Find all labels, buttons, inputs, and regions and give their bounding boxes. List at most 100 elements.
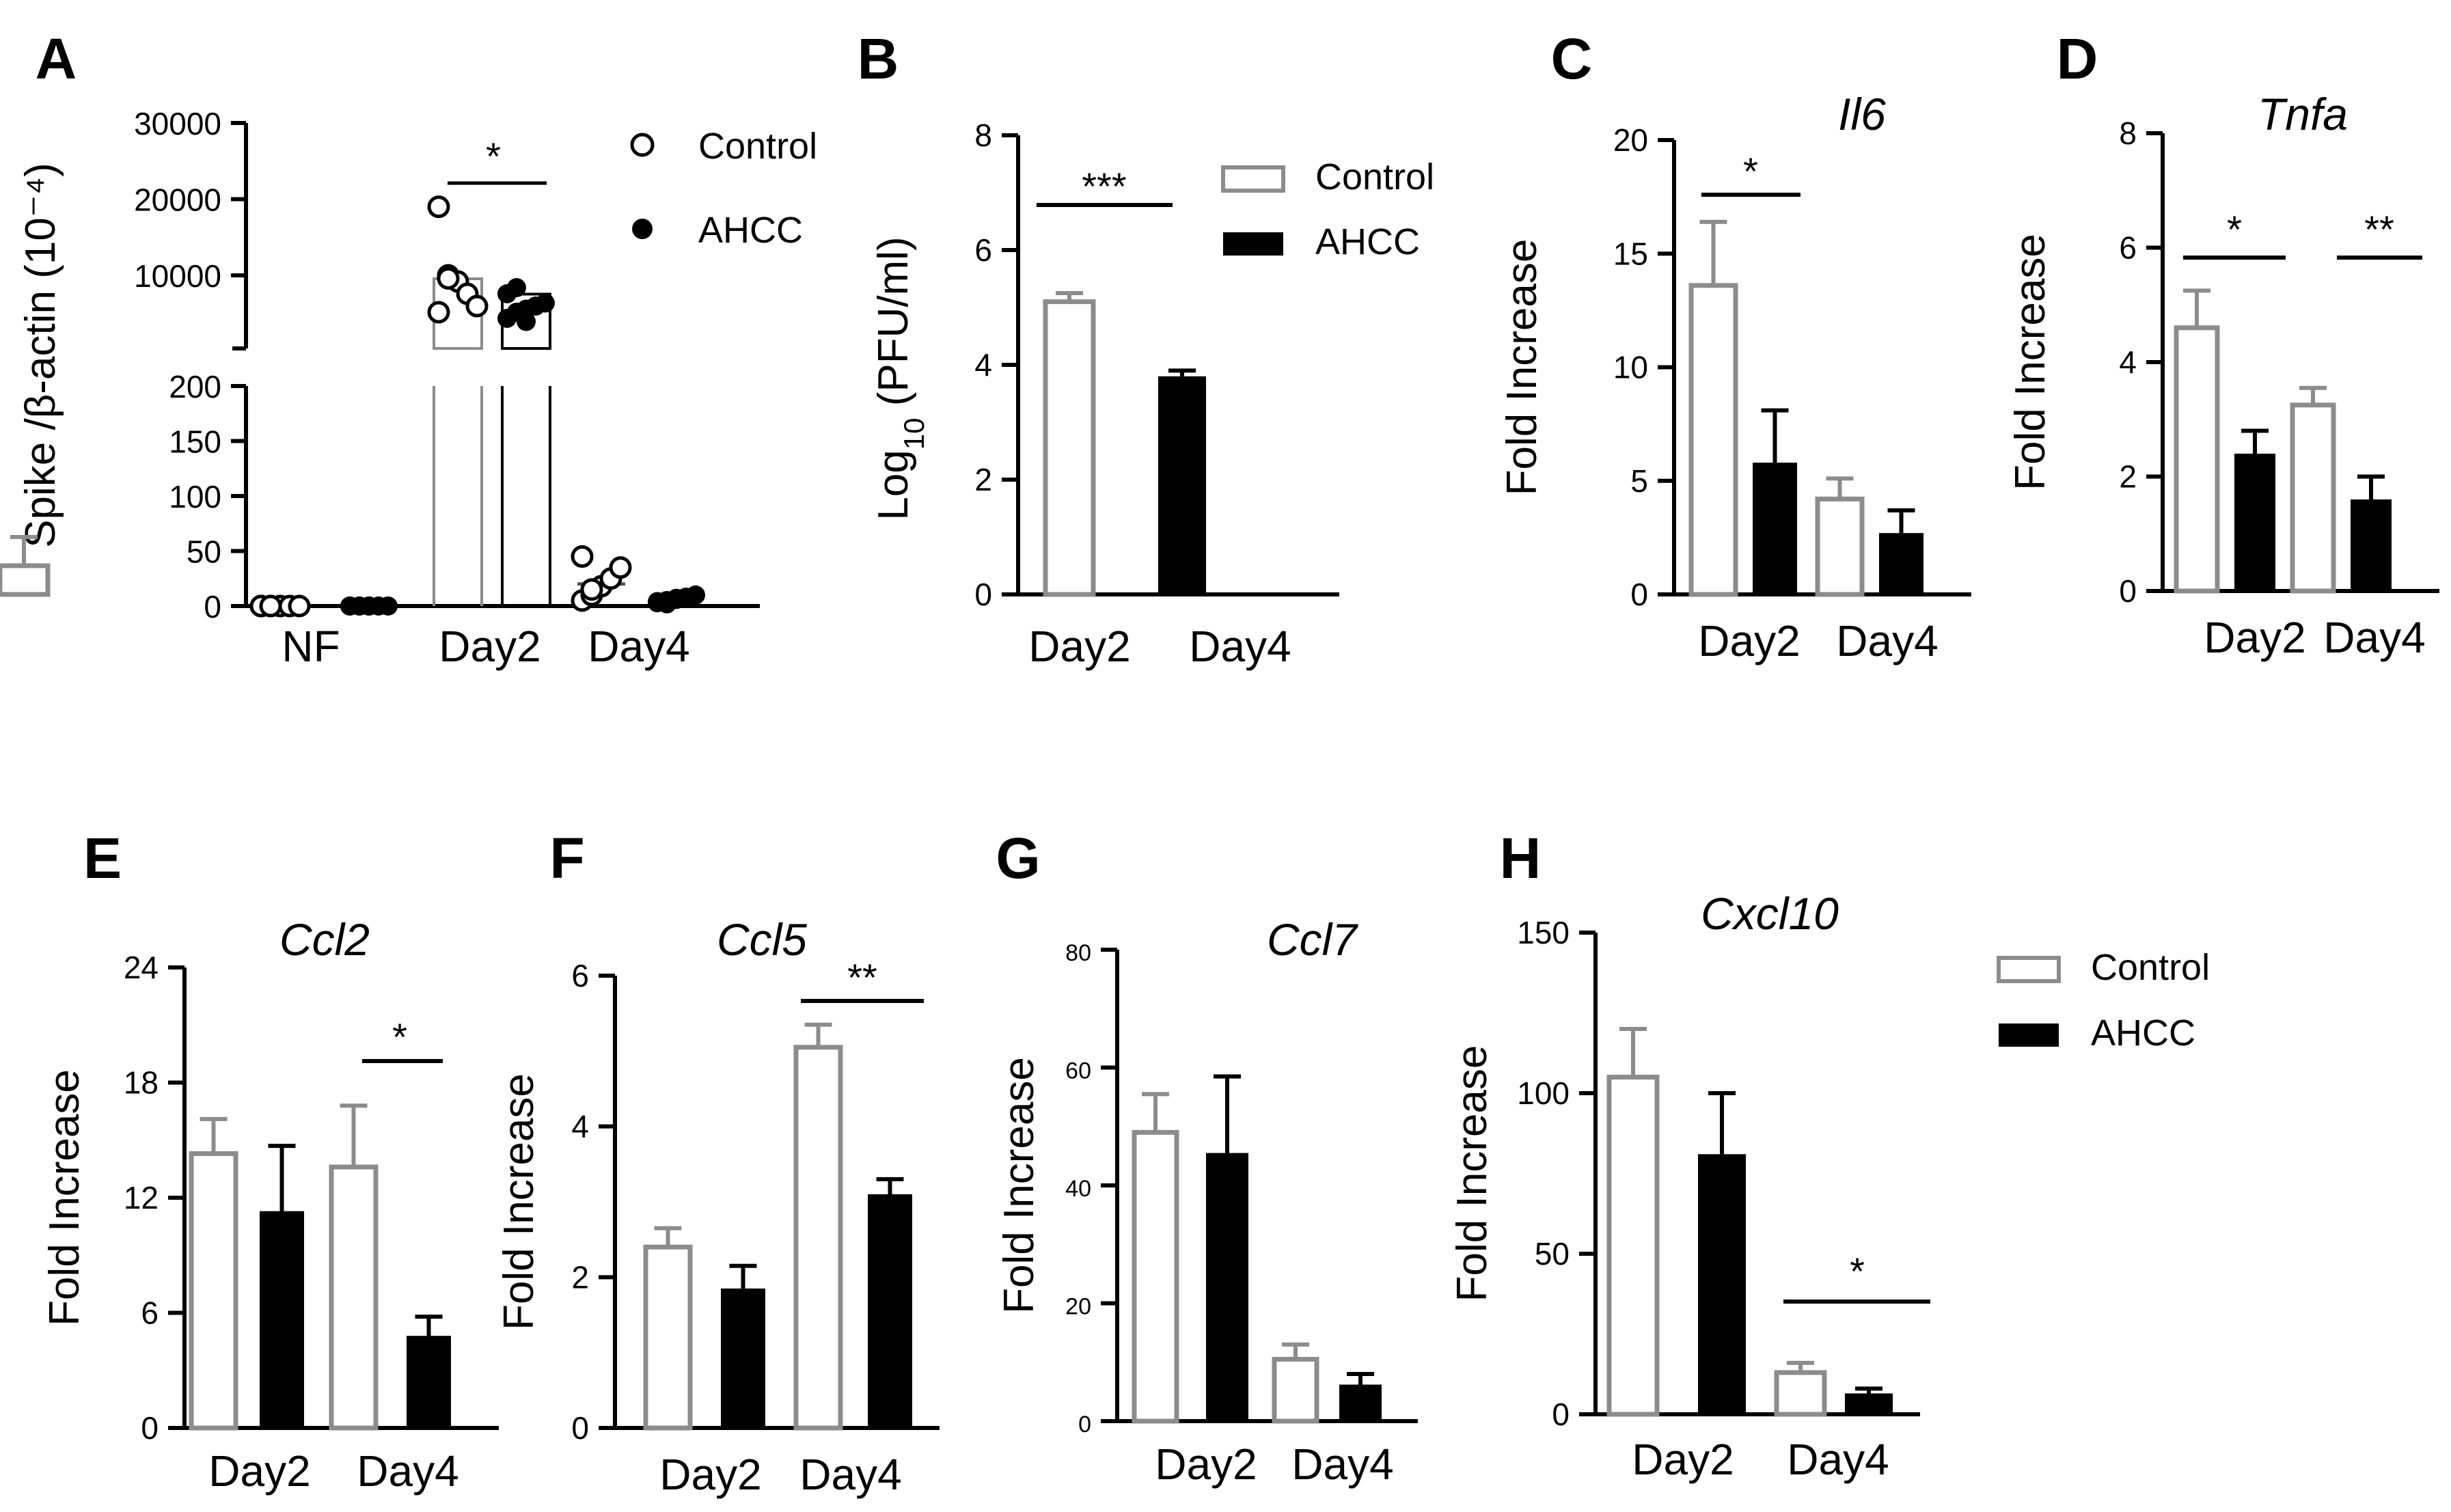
y-tick-label: 2: [2119, 459, 2137, 495]
y-tick-label: 60: [1065, 1058, 1091, 1084]
x-tick-label: Day2: [659, 1450, 761, 1499]
y-tick-label: 0: [204, 589, 221, 624]
bar-ahcc: [868, 1194, 912, 1428]
y-axis-label: Fold Increase: [41, 1069, 88, 1326]
x-tick-label: Day4: [1291, 1440, 1393, 1489]
bar-ahcc: [1339, 1384, 1382, 1421]
y-tick-label: 30000: [134, 106, 221, 141]
point-control: [465, 294, 489, 318]
x-tick-label: Day4: [799, 1450, 901, 1499]
gene-title: Cxcl10: [1701, 888, 1839, 939]
bar-control: [1774, 1370, 1827, 1417]
point-control: [259, 594, 282, 618]
point-ahcc: [536, 293, 555, 313]
significance-label: *: [486, 135, 501, 178]
gene-title: Tnfa: [2258, 89, 2348, 139]
x-tick-label: Day4: [357, 1446, 458, 1496]
bar-control: [1815, 496, 1865, 597]
legend-control-label: Control: [698, 126, 817, 167]
legend-control-swatch: [1997, 956, 2061, 983]
y-tick-label: 4: [974, 347, 992, 383]
bar-control: [1043, 299, 1096, 597]
y-tick-label: 4: [2119, 344, 2137, 380]
y-tick-label: 100: [169, 479, 221, 514]
panel-g: G Ccl7 0 20 40 60 80 Fold Increase Day2 Day4: [996, 826, 1418, 1489]
bar-ahcc: [1845, 1393, 1893, 1414]
point-control: [427, 301, 450, 324]
x-tick-label: Day2: [2204, 613, 2305, 662]
bar-control: [2174, 325, 2220, 594]
y-tick-label: 15: [1613, 236, 1648, 271]
y-tick-label: 50: [187, 534, 221, 570]
y-tick-label: 6: [974, 232, 992, 268]
bar-ahcc: [1879, 533, 1923, 594]
y-axis-label: Fold Increase: [495, 1073, 543, 1330]
legend-b: Control AHCC: [1221, 156, 1434, 262]
legend-control-label: Control: [1315, 156, 1434, 197]
significance-label: ***: [1082, 165, 1126, 208]
point-control: [609, 556, 632, 579]
significance-label: *: [1743, 150, 1758, 193]
x-tick-label: Day4: [1189, 622, 1291, 671]
y-tick-label: 8: [974, 118, 992, 153]
legend-ahcc-label: AHCC: [1315, 221, 1420, 262]
panel-c: C Il6 0 5 10 15 20 Fold Increase Day2 Day4 *: [1498, 27, 1971, 665]
bar-ahcc: [721, 1288, 765, 1428]
y-axis-label: Fold Increase: [2007, 234, 2054, 491]
y-tick-label: 100: [1517, 1075, 1570, 1111]
panel-b: B 0 2 4 6 8 Log10 (PFU/ml) Day2 Day4 ***: [0, 27, 1339, 671]
significance-label: *: [2227, 208, 2242, 251]
y-axis-label: Fold Increase: [1449, 1045, 1496, 1302]
y-tick-label: 40: [1065, 1176, 1091, 1202]
y-tick-label: 5: [1630, 463, 1648, 499]
point-ahcc: [667, 588, 686, 608]
point-ahcc: [686, 585, 705, 605]
y-tick-label: 24: [124, 950, 159, 985]
panel-h: H Cxcl10 0 50 100 150 Fold Increase Day2 Day4 *: [1449, 826, 1930, 1484]
y-tick-label: 2: [571, 1259, 589, 1295]
significance-label: **: [847, 956, 877, 999]
point-ahcc: [507, 278, 526, 297]
y-tick-label: 80: [1065, 940, 1091, 966]
panel-letter: G: [996, 826, 1040, 890]
point-ahcc: [379, 596, 398, 616]
y-tick-label: 0: [2119, 573, 2137, 609]
y-tick-label: 10000: [134, 258, 221, 294]
legend-ahcc-label: AHCC: [2091, 1013, 2195, 1054]
gene-title: Ccl7: [1267, 914, 1358, 965]
point-control: [427, 195, 450, 219]
gene-title: Il6: [1838, 89, 1886, 139]
y-tick-label: 6: [2119, 230, 2137, 266]
x-tick-label: Day2: [1632, 1435, 1734, 1484]
panel-letter: E: [83, 826, 122, 890]
bar-control: [793, 1045, 843, 1431]
point-control: [437, 267, 460, 290]
x-tick-label: Day4: [1787, 1435, 1889, 1484]
panel-letter: D: [2057, 27, 2098, 91]
bar-control: [329, 1164, 379, 1431]
y-tick-label: 50: [1535, 1236, 1570, 1272]
legend-h: Control AHCC: [1997, 947, 2210, 1054]
point-ahcc: [359, 596, 379, 616]
y-axis-label: Fold Increase: [1498, 239, 1546, 496]
y-tick-label: 6: [571, 958, 589, 993]
x-tick-label: Day2: [1028, 622, 1130, 671]
bar-control: [1272, 1356, 1319, 1424]
point-control: [580, 578, 603, 601]
y-tick-label: 150: [1517, 915, 1570, 950]
legend-ahcc-marker: [632, 219, 653, 239]
gene-title: Ccl5: [717, 914, 807, 965]
bar-ahcc: [1698, 1154, 1746, 1414]
bar-ahcc: [1753, 463, 1797, 594]
y-tick-label: 0: [1630, 577, 1648, 612]
y-tick-label: 10: [1613, 350, 1648, 385]
panel-f: F Ccl5 0 2 4 6 Fold Increase Day2 Day4 **: [495, 826, 940, 1499]
y-tick-label: 0: [1078, 1412, 1091, 1438]
point-ahcc: [517, 312, 536, 331]
y-tick-label: 20000: [134, 182, 221, 218]
x-tick-label: Day2: [1698, 616, 1800, 665]
panel-a: A Spike /β-actin (10⁻⁴) 0 50 100 150 200 10000 2…: [17, 27, 817, 671]
y-tick-label: 150: [169, 424, 221, 460]
